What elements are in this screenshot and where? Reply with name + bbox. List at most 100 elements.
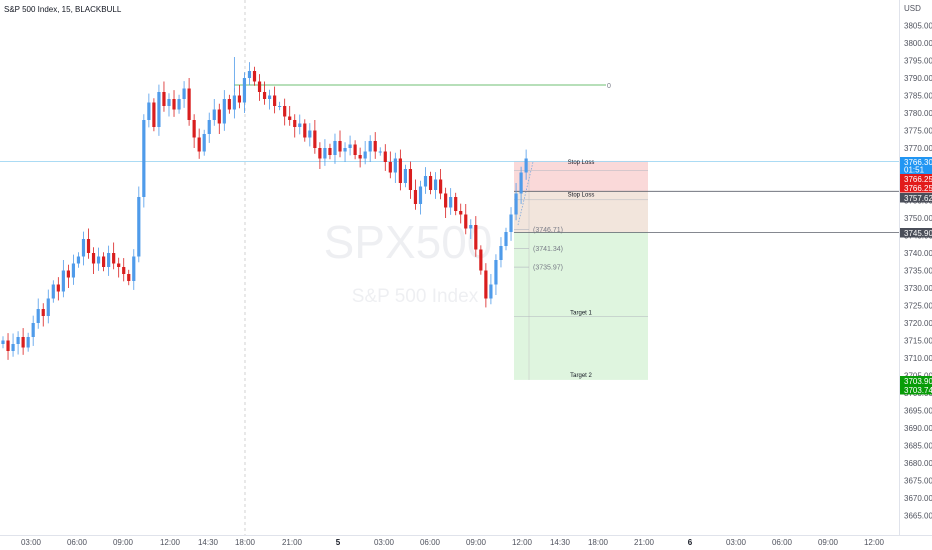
candle-body xyxy=(262,92,267,99)
candle-body xyxy=(86,239,91,253)
candle-body xyxy=(408,169,413,190)
candle-body xyxy=(383,151,387,162)
candle-body xyxy=(147,102,151,120)
candle-body xyxy=(36,309,40,323)
candle-body xyxy=(81,239,86,257)
candle-body xyxy=(1,340,5,344)
candle-body xyxy=(217,109,221,124)
resistance-label: 0 xyxy=(607,83,611,90)
candle-body xyxy=(303,123,307,138)
time-tick-label: 03:00 xyxy=(21,538,42,547)
price-tick-label: 3680.00 xyxy=(904,459,932,468)
level-label: (3741.34) xyxy=(533,246,563,253)
level-label: (3735.97) xyxy=(533,265,563,272)
price-badge xyxy=(900,228,932,238)
candle-body xyxy=(11,344,15,351)
candle-body xyxy=(479,249,483,271)
time-tick-label: 21:00 xyxy=(282,538,303,547)
candle-body xyxy=(489,284,493,299)
candle-body xyxy=(187,88,191,120)
candle-body xyxy=(459,211,463,215)
price-badge xyxy=(900,193,932,203)
time-tick-label: 14:30 xyxy=(550,538,571,547)
currency-label: USD xyxy=(904,4,921,13)
candle-body xyxy=(197,137,201,152)
candle-body xyxy=(378,151,382,153)
candle-body xyxy=(66,270,70,278)
price-badge xyxy=(900,157,932,174)
candle-body xyxy=(102,256,106,267)
candle-body xyxy=(504,232,508,246)
candle-body xyxy=(132,256,136,281)
candle-body xyxy=(444,193,448,208)
price-axis[interactable]: 3805.00 3800.00 3795.00 3790.00 3785.00 3780.… xyxy=(904,22,932,521)
candle-body xyxy=(398,158,402,183)
candle-body xyxy=(76,256,81,264)
time-tick-label: 09:00 xyxy=(466,538,487,547)
candle-body xyxy=(338,141,342,152)
candle-body xyxy=(343,148,347,152)
candle-body xyxy=(91,253,96,264)
candle-body xyxy=(107,253,111,267)
time-tick-label: 5 xyxy=(336,538,341,547)
candle-body xyxy=(293,120,297,127)
price-tick-label: 3695.00 xyxy=(904,407,932,416)
candle-body xyxy=(403,169,407,183)
time-tick-label: 12:00 xyxy=(160,538,181,547)
candle-body xyxy=(464,214,468,229)
candle-body xyxy=(393,158,397,173)
price-badge-value: 3745.90 xyxy=(904,229,932,238)
candle-body xyxy=(323,148,327,159)
candle-body xyxy=(519,172,523,194)
price-tick-label: 3725.00 xyxy=(904,302,932,311)
price-badge-value: 3766.25 xyxy=(904,175,932,184)
candle-body xyxy=(21,337,25,348)
candle-body xyxy=(474,225,478,250)
time-tick-label: 09:00 xyxy=(818,538,839,547)
level-label: (3746.71) xyxy=(533,227,563,234)
candle-body xyxy=(267,95,272,99)
price-tick-label: 3780.00 xyxy=(904,109,932,118)
time-tick-label: 09:00 xyxy=(113,538,134,547)
candle-body xyxy=(428,176,433,190)
candle-body xyxy=(177,99,181,110)
candle-body xyxy=(212,109,216,120)
candle-body xyxy=(373,141,377,152)
candle-body xyxy=(182,88,186,99)
candle-body xyxy=(494,260,498,285)
price-badge-value: 3766.30 xyxy=(904,158,932,167)
candle-body xyxy=(499,246,503,260)
candle-body xyxy=(222,99,226,124)
price-tick-label: 3730.00 xyxy=(904,284,932,293)
price-badge xyxy=(900,183,932,193)
chart-title: S&P 500 Index, 15, BLACKBULL xyxy=(4,5,122,14)
candle-body xyxy=(524,158,528,173)
candle-body xyxy=(172,99,176,110)
candle-body xyxy=(348,144,352,148)
candle-body xyxy=(514,193,518,215)
candle-body xyxy=(167,99,171,106)
candle-body xyxy=(283,106,287,117)
candle-body xyxy=(232,95,236,110)
candle-body xyxy=(202,134,206,152)
candle-body xyxy=(242,78,247,103)
price-badge xyxy=(900,174,932,184)
candle-body xyxy=(273,95,277,106)
candle-body xyxy=(71,263,76,278)
stop-loss-label: Stop Loss xyxy=(568,160,595,166)
candle-body xyxy=(117,263,121,267)
candle-body xyxy=(333,141,337,155)
candle-body xyxy=(318,148,322,159)
candle-body xyxy=(61,270,65,292)
candle-body xyxy=(26,337,30,348)
candle-body xyxy=(469,225,473,229)
trade-zones[interactable] xyxy=(514,160,648,380)
trade-labels: Stop Loss Stop Loss Target 1 Target 2 (3746.… xyxy=(533,83,611,379)
candle-body xyxy=(353,144,357,155)
time-axis[interactable]: 03:00 06:00 09:00 12:00 14:30 18:00 21:00 5 03:0… xyxy=(21,538,885,547)
price-tick-label: 3710.00 xyxy=(904,354,932,363)
price-tick-label: 3675.00 xyxy=(904,477,932,486)
target-2-label: Target 2 xyxy=(570,373,592,379)
stop-loss-zone-lower xyxy=(514,191,648,233)
